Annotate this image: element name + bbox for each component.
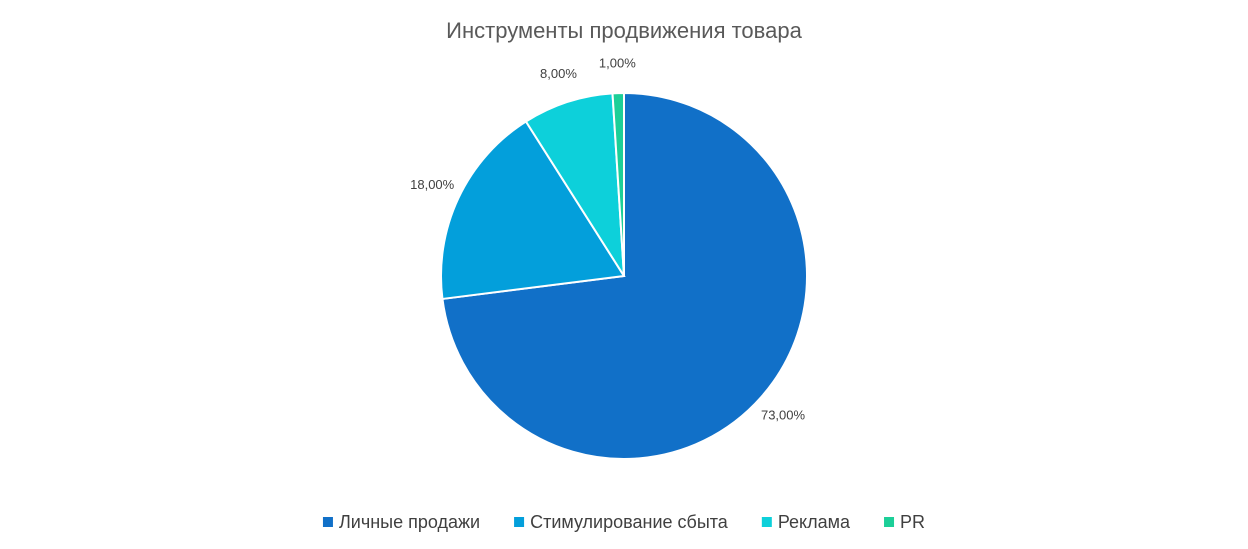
legend-label: Стимулирование сбыта — [530, 512, 729, 532]
data-label: 1,00% — [599, 56, 636, 71]
legend-swatch — [322, 517, 333, 527]
legend-swatch — [514, 517, 525, 527]
legend-label: PR — [900, 512, 925, 532]
chart-title: Инструменты продвижения товара — [446, 18, 802, 43]
data-label: 73,00% — [761, 408, 806, 423]
pie-slice — [611, 91, 625, 277]
data-label: 8,00% — [540, 66, 577, 81]
data-label: 18,00% — [410, 177, 455, 192]
pie-slice — [440, 120, 626, 301]
legend-label: Реклама — [778, 512, 851, 532]
legend-swatch — [884, 517, 895, 527]
legend-label: Личные продажи — [339, 512, 480, 532]
pie-slice — [524, 92, 625, 277]
legend-swatch — [761, 517, 772, 527]
